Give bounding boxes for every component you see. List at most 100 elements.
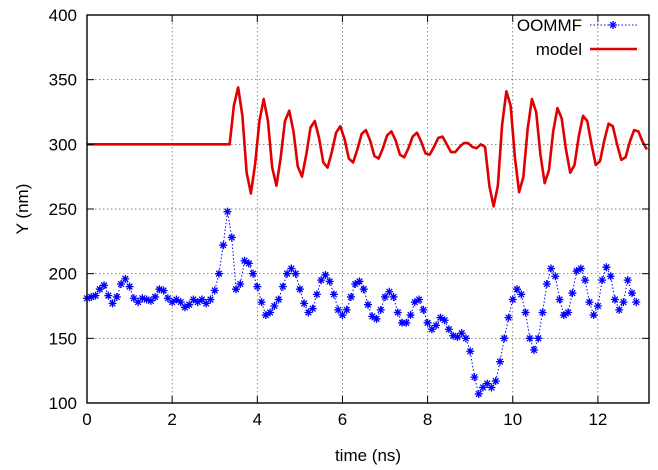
y-tick-label: 200 — [49, 265, 77, 284]
data-point-oommf — [197, 295, 206, 304]
axis-ticks: 0 2 4 6 8 10 12 100 150 200 250 300 350 400 — [49, 6, 649, 429]
x-tick-label: 8 — [423, 410, 432, 429]
data-point-oommf — [432, 321, 441, 330]
data-point-oommf — [576, 264, 585, 273]
data-point-oommf — [517, 290, 526, 299]
x-tick-label: 4 — [253, 410, 262, 429]
data-point-oommf — [189, 295, 198, 304]
legend-marker-oommf — [609, 21, 617, 29]
data-point-oommf — [598, 276, 607, 285]
data-point-oommf — [504, 313, 513, 322]
data-point-oommf — [355, 277, 364, 286]
data-point-oommf — [104, 291, 113, 300]
data-point-oommf — [146, 296, 155, 305]
data-point-oommf — [521, 308, 530, 317]
data-point-oommf — [474, 389, 483, 398]
data-point-oommf — [508, 295, 517, 304]
data-point-oommf — [449, 331, 458, 340]
data-point-oommf — [274, 295, 283, 304]
series-model-line — [87, 86, 649, 208]
x-tick-label: 6 — [338, 410, 347, 429]
data-point-oommf — [300, 299, 309, 308]
data-point-oommf — [542, 280, 551, 289]
data-point-oommf — [206, 295, 215, 304]
data-point-oommf — [236, 280, 245, 289]
data-point-oommf — [329, 290, 338, 299]
data-point-oommf — [325, 277, 334, 286]
legend: OOMMF model — [517, 16, 637, 59]
y-tick-label: 400 — [49, 6, 77, 25]
data-point-oommf — [551, 272, 560, 281]
data-point-oommf — [249, 269, 258, 278]
data-point-oommf — [393, 308, 402, 317]
data-point-oommf — [385, 287, 394, 296]
data-point-oommf — [627, 289, 636, 298]
data-point-oommf — [278, 282, 287, 291]
data-point-oommf — [180, 303, 189, 312]
data-point-oommf — [585, 298, 594, 307]
data-point-oommf — [351, 280, 360, 289]
data-point-oommf — [304, 308, 313, 317]
y-tick-label: 100 — [49, 394, 77, 413]
data-point-oommf — [466, 347, 475, 356]
data-point-oommf — [129, 294, 138, 303]
data-point-oommf — [342, 305, 351, 314]
data-point-oommf — [559, 311, 568, 320]
data-point-oommf — [389, 292, 398, 301]
data-point-oommf — [219, 241, 228, 250]
data-point-oommf — [168, 298, 177, 307]
data-point-oommf — [478, 383, 487, 392]
data-point-oommf — [334, 305, 343, 314]
data-point-oommf — [398, 318, 407, 327]
data-point-oommf — [134, 298, 143, 307]
data-point-oommf — [568, 289, 577, 298]
data-point-oommf — [440, 316, 449, 325]
data-point-oommf — [525, 334, 534, 343]
data-point-oommf — [410, 298, 419, 307]
data-point-oommf — [270, 302, 279, 310]
series-layer — [83, 86, 649, 398]
legend-label-model: model — [536, 40, 582, 59]
data-point-oommf — [381, 292, 390, 301]
data-point-oommf — [372, 314, 381, 323]
data-point-oommf — [534, 334, 543, 343]
x-tick-label: 10 — [503, 410, 522, 429]
y-tick-label: 250 — [49, 200, 77, 219]
data-point-oommf — [359, 285, 368, 294]
data-point-oommf — [487, 383, 496, 392]
data-point-oommf — [436, 313, 445, 322]
data-point-oommf — [423, 318, 432, 327]
data-point-oommf — [564, 308, 573, 317]
y-axis-label: Y (nm) — [13, 184, 32, 235]
data-point-oommf — [172, 295, 181, 304]
data-point-oommf — [470, 373, 479, 382]
x-axis-label: time (ns) — [335, 446, 401, 465]
data-point-oommf — [87, 292, 96, 301]
data-point-oommf — [406, 311, 415, 320]
data-point-oommf — [202, 299, 211, 308]
data-point-oommf — [138, 294, 147, 303]
data-point-oommf — [619, 298, 628, 307]
data-point-oommf — [100, 281, 109, 290]
data-point-oommf — [112, 292, 121, 301]
data-point-oommf — [495, 357, 504, 366]
data-point-oommf — [214, 269, 223, 278]
data-point-oommf — [321, 270, 330, 279]
data-point-oommf — [547, 264, 556, 273]
data-point-oommf — [632, 298, 641, 307]
x-tick-label: 2 — [167, 410, 176, 429]
data-point-oommf — [155, 285, 164, 294]
data-point-oommf — [615, 305, 624, 314]
data-point-oommf — [402, 318, 411, 327]
grid — [86, 14, 649, 404]
legend-label-oommf: OOMMF — [517, 16, 582, 35]
x-tick-label: 0 — [82, 410, 91, 429]
y-tick-label: 350 — [49, 71, 77, 90]
data-point-oommf — [151, 292, 160, 301]
y-tick-label: 300 — [49, 135, 77, 154]
data-point-oommf — [572, 267, 581, 276]
data-point-oommf — [491, 377, 500, 386]
data-point-oommf — [581, 276, 590, 285]
data-point-oommf — [453, 333, 462, 342]
data-point-oommf — [589, 311, 598, 320]
